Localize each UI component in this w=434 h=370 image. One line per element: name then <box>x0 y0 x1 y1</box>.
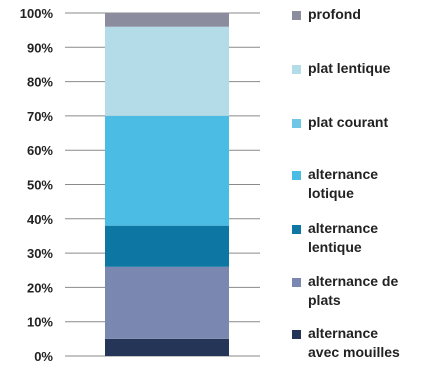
y-tick-label: 80% <box>27 75 53 90</box>
legend-label: plat courant <box>308 114 389 130</box>
legend-swatch <box>292 278 301 287</box>
legend-swatch <box>292 171 301 180</box>
y-tick-label: 50% <box>27 178 53 193</box>
bar-segment <box>105 26 229 116</box>
legend-label: plat lentique <box>308 60 391 76</box>
y-tick-label: 40% <box>27 212 53 227</box>
stacked-bar <box>105 13 229 356</box>
y-tick-label: 90% <box>27 40 53 55</box>
legend-swatch <box>292 119 301 128</box>
y-tick-label: 0% <box>34 349 53 364</box>
y-tick-label: 10% <box>27 315 53 330</box>
legend-swatch <box>292 330 301 339</box>
y-tick-label: 30% <box>27 246 53 261</box>
y-tick-label: 20% <box>27 280 53 295</box>
bar-segment <box>105 225 229 267</box>
bar-segment <box>105 13 229 27</box>
legend-label: profond <box>308 6 361 22</box>
legend-label: alternance lentique <box>308 220 379 255</box>
legend-swatch <box>292 11 301 20</box>
y-tick-label: 70% <box>27 109 53 124</box>
y-axis-tick-labels: 0% 10% 20% 30% 40% 50% 60% 70% 80% 90% 100% <box>20 6 54 364</box>
legend-label: alternance de plats <box>308 273 399 308</box>
y-tick-label: 100% <box>20 6 54 21</box>
bar-segment <box>105 266 229 339</box>
bar-segment <box>105 338 229 356</box>
y-tick-label: 60% <box>27 143 53 158</box>
legend-label: alternance avec mouilles <box>308 325 400 360</box>
legend-label: alternance lotique <box>308 166 379 201</box>
legend-swatch <box>292 65 301 74</box>
bar-segment <box>105 115 229 226</box>
legend-swatch <box>292 225 301 234</box>
